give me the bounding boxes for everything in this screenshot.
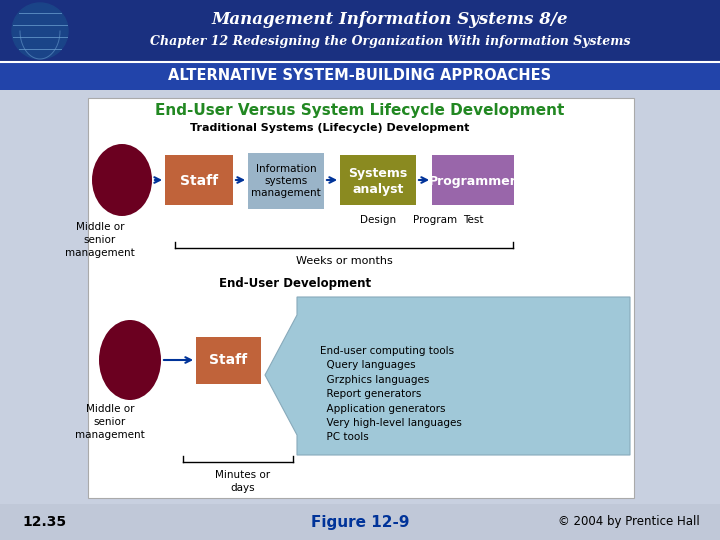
Text: Test: Test bbox=[463, 215, 483, 225]
Text: Middle or
senior
management: Middle or senior management bbox=[65, 222, 135, 259]
Bar bbox=[0, 504, 720, 540]
Text: End-user computing tools
  Query languages
  Grzphics languages
  Report generat: End-user computing tools Query languages… bbox=[320, 346, 462, 442]
Bar bbox=[196, 337, 261, 384]
Text: Management Information Systems 8/e: Management Information Systems 8/e bbox=[212, 11, 568, 29]
Bar bbox=[340, 155, 416, 205]
Polygon shape bbox=[265, 297, 630, 455]
Bar bbox=[0, 62, 720, 90]
Text: Program: Program bbox=[413, 215, 457, 225]
Text: Staff: Staff bbox=[180, 174, 218, 188]
Text: Information
systems
management: Information systems management bbox=[251, 164, 321, 198]
Text: Design: Design bbox=[360, 215, 396, 225]
Text: ALTERNATIVE SYSTEM-BUILDING APPROACHES: ALTERNATIVE SYSTEM-BUILDING APPROACHES bbox=[168, 69, 552, 84]
Text: 12.35: 12.35 bbox=[22, 515, 66, 529]
Text: Weeks or months: Weeks or months bbox=[296, 256, 392, 266]
Text: Staff: Staff bbox=[209, 353, 247, 367]
Bar bbox=[165, 155, 233, 205]
Ellipse shape bbox=[92, 144, 152, 216]
Text: Chapter 12 Redesigning the Organization With information Systems: Chapter 12 Redesigning the Organization … bbox=[150, 36, 630, 49]
Text: End-User Versus System Lifecycle Development: End-User Versus System Lifecycle Develop… bbox=[156, 103, 564, 118]
Text: Systems
analyst: Systems analyst bbox=[348, 166, 408, 195]
Text: Middle or
senior
management: Middle or senior management bbox=[75, 404, 145, 441]
Bar bbox=[0, 0, 720, 62]
Circle shape bbox=[12, 3, 68, 59]
Text: © 2004 by Prentice Hall: © 2004 by Prentice Hall bbox=[558, 516, 700, 529]
Bar bbox=[248, 153, 324, 209]
Text: Traditional Systems (Lifecycle) Development: Traditional Systems (Lifecycle) Developm… bbox=[190, 123, 469, 133]
Text: Figure 12-9: Figure 12-9 bbox=[311, 515, 409, 530]
Text: Programmer: Programmer bbox=[429, 174, 517, 187]
Ellipse shape bbox=[99, 320, 161, 400]
Bar bbox=[432, 155, 514, 205]
Text: End-User Development: End-User Development bbox=[219, 278, 371, 291]
Text: Minutes or
days: Minutes or days bbox=[215, 470, 271, 493]
Bar bbox=[88, 98, 634, 498]
